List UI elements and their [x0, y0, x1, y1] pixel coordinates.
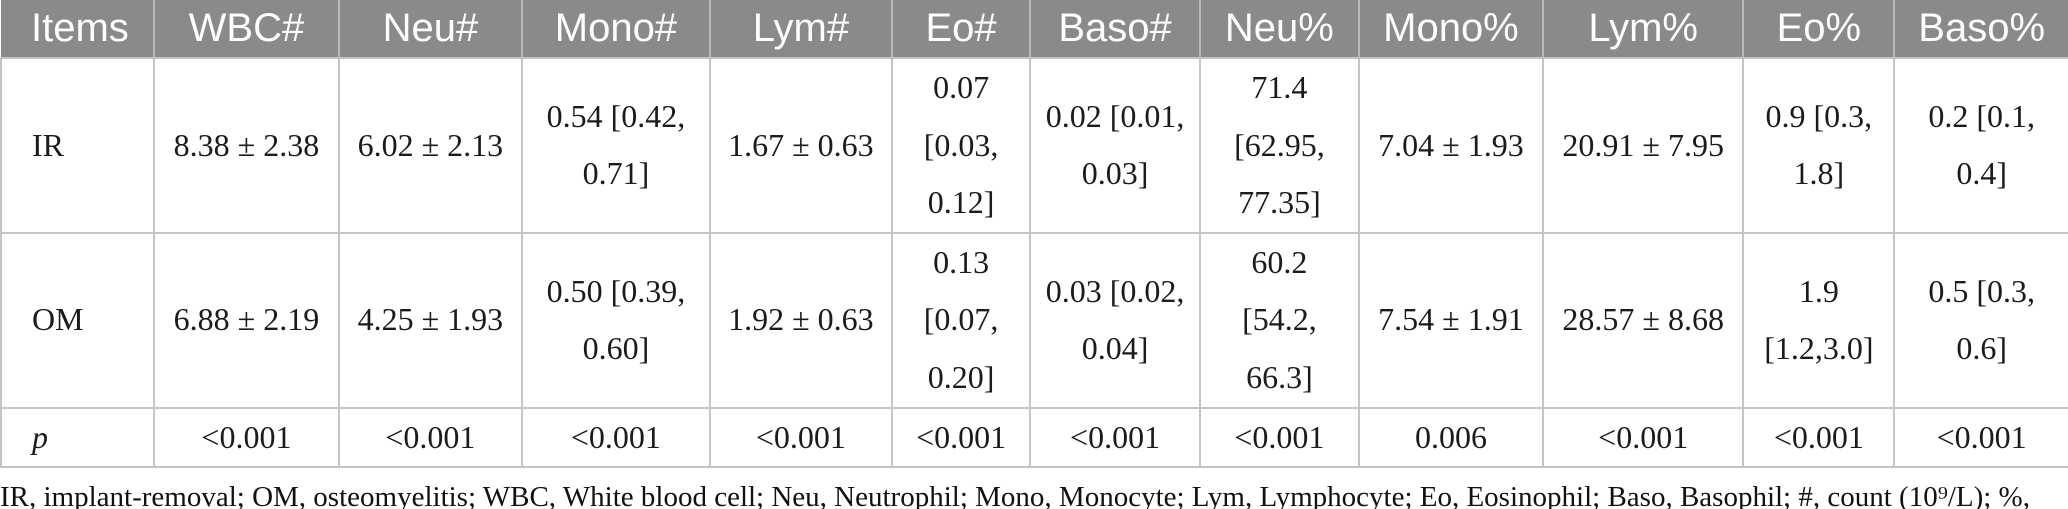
table-cell: 7.04 ± 1.93 — [1357, 57, 1544, 234]
table-cell: 28.57 ± 8.68 — [1541, 231, 1745, 409]
table-cell: 20.91 ± 7.95 — [1541, 57, 1745, 234]
table-cell: <0.001 — [1893, 406, 2068, 469]
table-cell: 0.07 [0.03, 0.12] — [890, 57, 1032, 234]
table-cell: 4.25 ± 1.93 — [337, 231, 523, 409]
table-cell: <0.001 — [1198, 406, 1360, 469]
table-cell: 1.67 ± 0.63 — [708, 57, 893, 234]
column-header-eo-pct: Eo% — [1743, 0, 1896, 58]
column-header-neu-count: Neu# — [338, 0, 523, 58]
table-cell: 71.4 [62.95, 77.35] — [1198, 57, 1360, 234]
table-cell: 1.9 [1.2,3.0] — [1742, 231, 1896, 409]
column-header-lym-pct: Lym% — [1542, 0, 1745, 58]
table-cell: 60.2 [54.2, 66.3] — [1198, 231, 1360, 409]
table-cell: 8.38 ± 2.38 — [152, 57, 340, 234]
column-header-baso-count: Baso# — [1030, 0, 1201, 58]
table-cell: 0.5 [0.3, 0.6] — [1893, 231, 2068, 409]
table-cell: <0.001 — [152, 406, 340, 469]
table-cell: 0.13 [0.07, 0.20] — [890, 231, 1032, 409]
column-header-lym-count: Lym# — [709, 0, 893, 58]
table-cell: 6.02 ± 2.13 — [337, 57, 523, 234]
table-cell: 0.50 [0.39, 0.60] — [520, 231, 711, 409]
table-cell: 0.006 — [1357, 406, 1544, 469]
table-cell: <0.001 — [1541, 406, 1745, 469]
table-cell: <0.001 — [890, 406, 1032, 469]
column-header-items: Items — [1, 0, 155, 58]
row-label-ir: IR — [0, 57, 155, 234]
row-label-p: p — [0, 406, 155, 469]
header-row: Items WBC# Neu# Mono# Lym# Eo# Baso# Neu… — [1, 0, 2068, 58]
column-header-mono-pct: Mono% — [1358, 0, 1544, 58]
table-cell: 1.92 ± 0.63 — [708, 231, 893, 409]
column-header-eo-count: Eo# — [891, 0, 1032, 58]
table-cell: <0.001 — [708, 406, 893, 469]
column-header-neu-pct: Neu% — [1199, 0, 1360, 58]
table-cell: 0.9 [0.3, 1.8] — [1742, 57, 1896, 234]
row-label-om: OM — [0, 231, 155, 409]
table-cell: 0.02 [0.01, 0.03] — [1029, 57, 1201, 234]
table-footnote: IR, implant-removal; OM, osteomyelitis; … — [0, 468, 2068, 509]
table-row-om: OM 6.88 ± 2.19 4.25 ± 1.93 0.50 [0.39, 0… — [0, 231, 2068, 409]
table-cell: 7.54 ± 1.91 — [1357, 231, 1544, 409]
table-cell: <0.001 — [1742, 406, 1896, 469]
table-cell: 0.54 [0.42, 0.71] — [520, 57, 711, 234]
table-cell: <0.001 — [520, 406, 711, 469]
blood-test-comparison-table: Items WBC# Neu# Mono# Lym# Eo# Baso# Neu… — [0, 0, 2068, 469]
table-cell: 6.88 ± 2.19 — [152, 231, 340, 409]
table-cell: <0.001 — [1029, 406, 1201, 469]
table-cell: <0.001 — [337, 406, 523, 469]
column-header-mono-count: Mono# — [521, 0, 711, 58]
table-row-pvalue: p <0.001 <0.001 <0.001 <0.001 <0.001 <0.… — [0, 406, 2068, 469]
table-cell: 0.03 [0.02, 0.04] — [1029, 231, 1201, 409]
column-header-baso-pct: Baso% — [1894, 0, 2068, 58]
column-header-wbc-count: WBC# — [153, 0, 340, 58]
table-cell: 0.2 [0.1, 0.4] — [1893, 57, 2068, 234]
table-row-ir: IR 8.38 ± 2.38 6.02 ± 2.13 0.54 [0.42, 0… — [0, 57, 2068, 234]
